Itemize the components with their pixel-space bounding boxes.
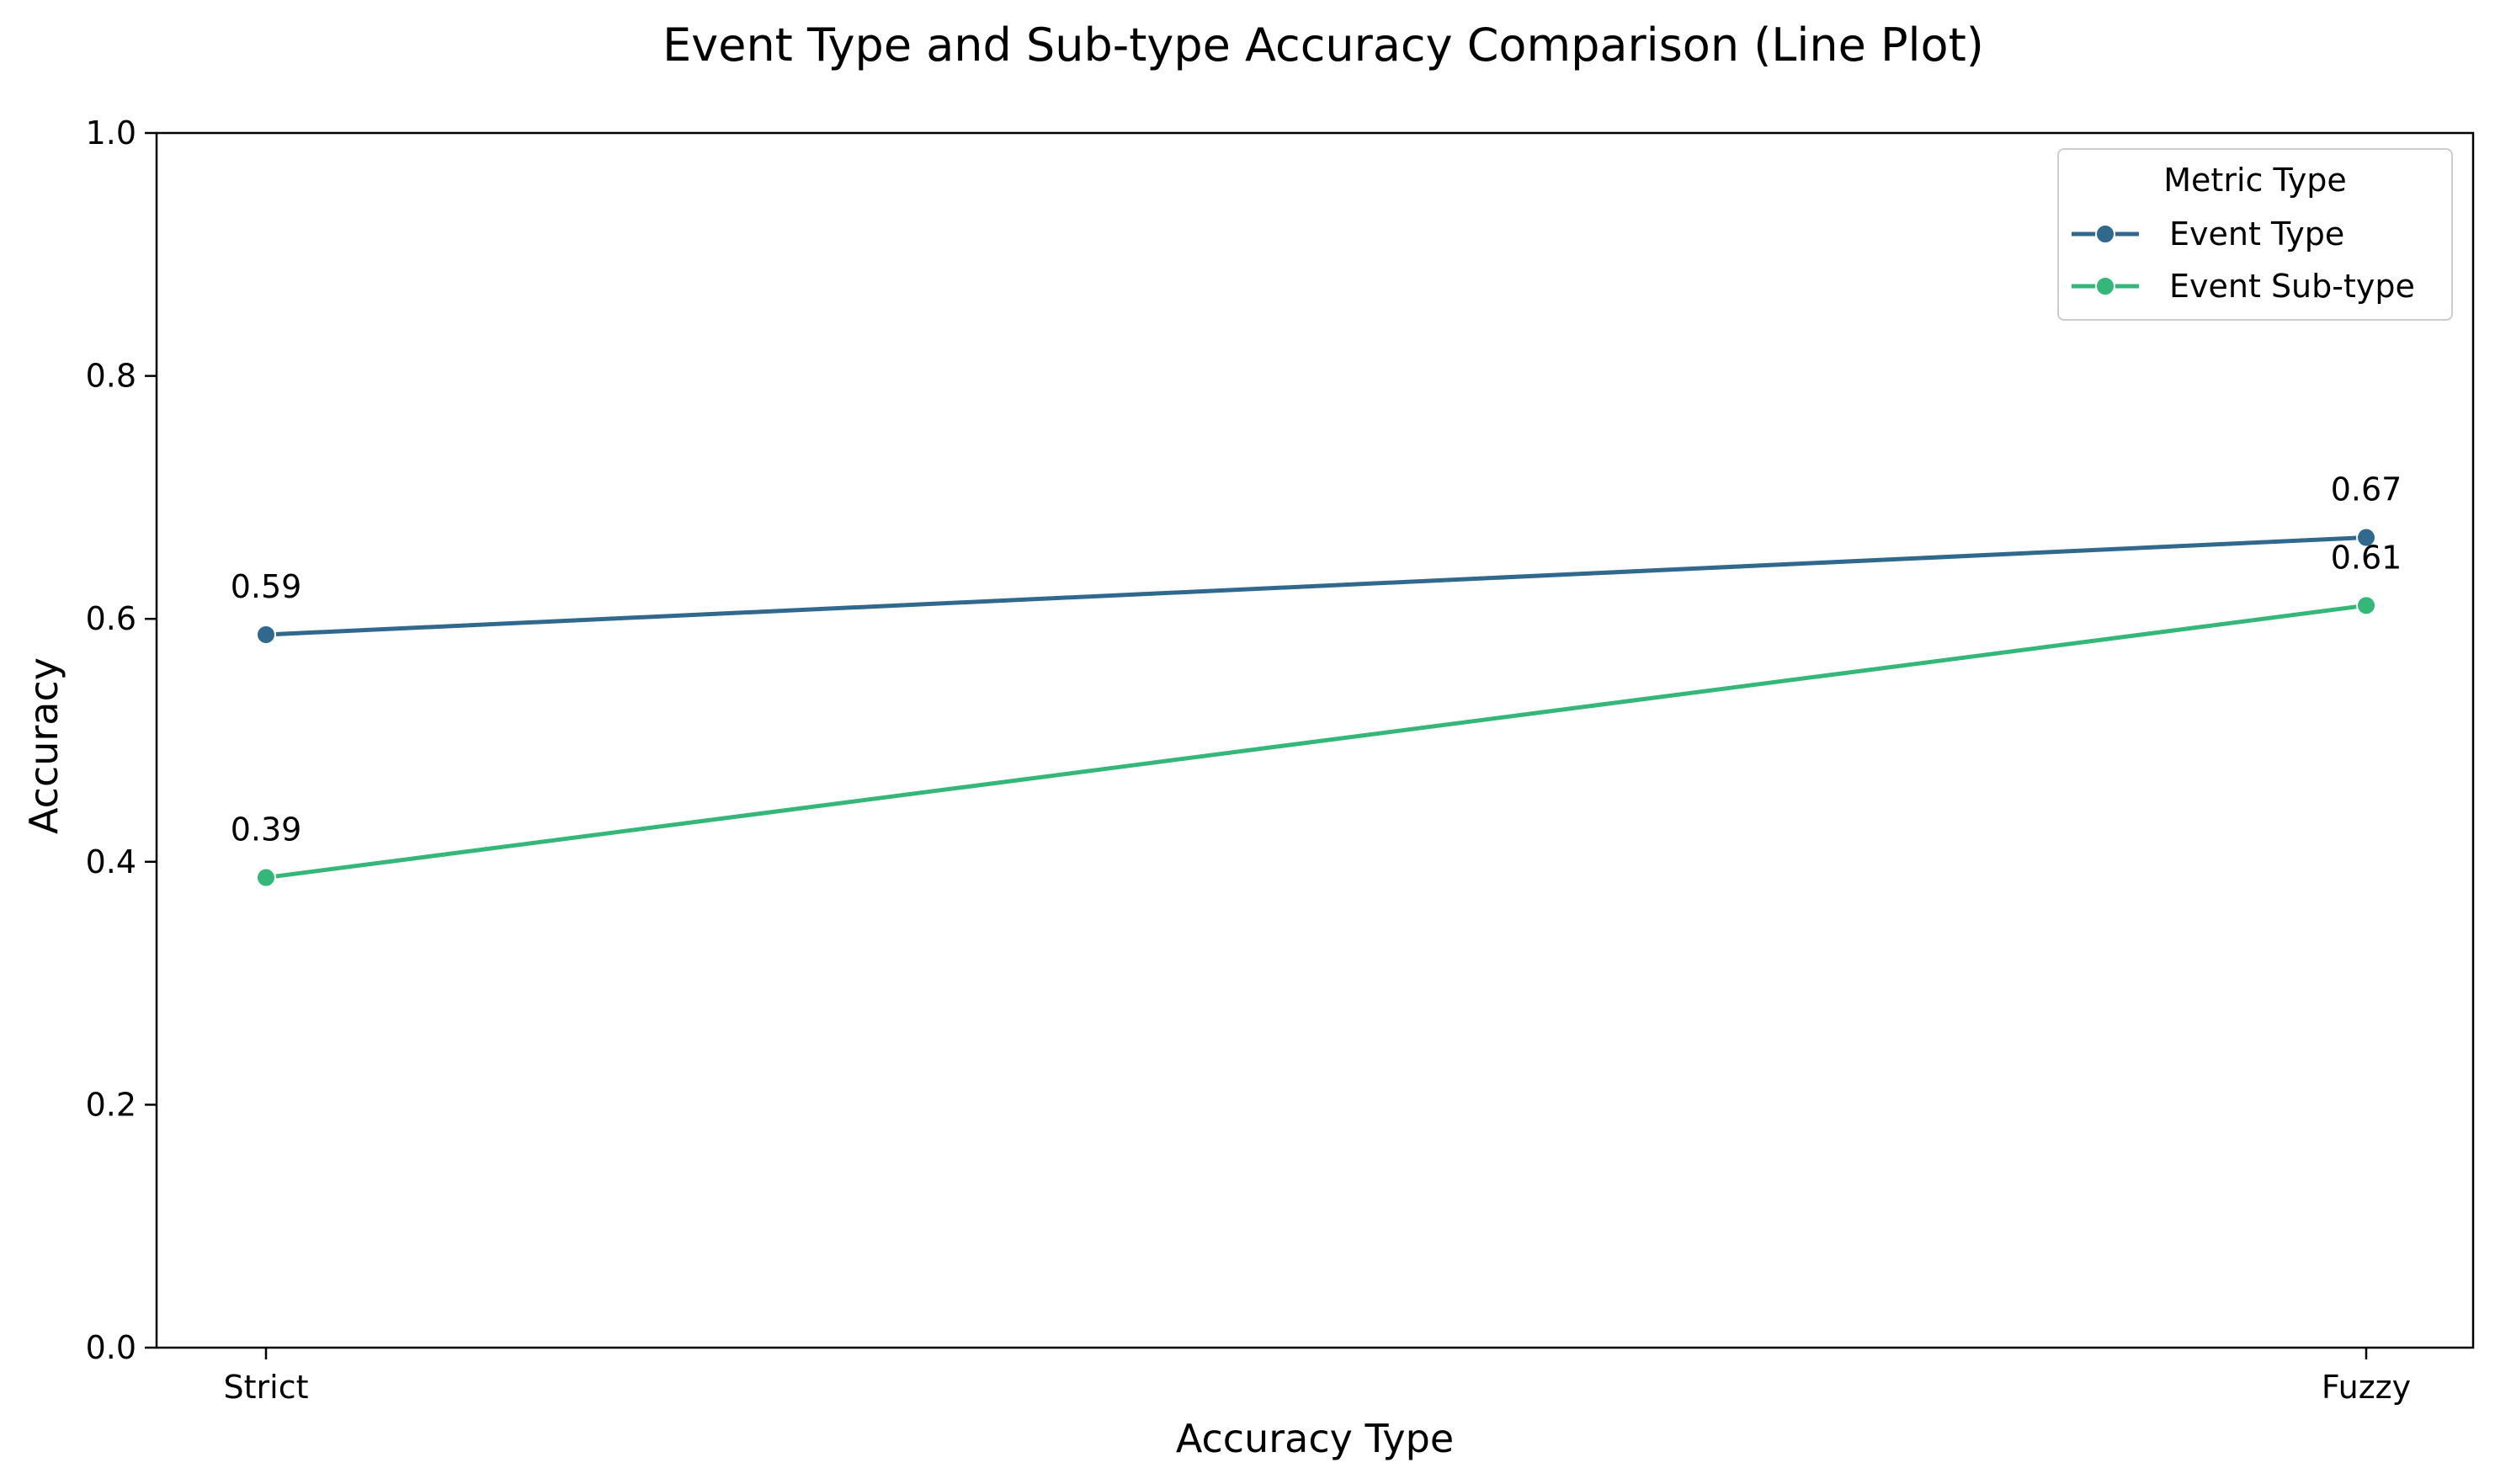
series-line	[265, 603, 2367, 880]
legend-item: Event Sub-type	[2072, 268, 2415, 305]
y-axis-label: Accuracy	[21, 657, 66, 834]
series-event-type: 0.59 0.67	[231, 471, 2402, 645]
data-label: 0.61	[2331, 539, 2402, 576]
x-axis-label: Accuracy Type	[1176, 1416, 1454, 1461]
chart-title: Event Type and Sub-type Accuracy Compari…	[662, 19, 1984, 72]
y-tick-label: 0.8	[86, 358, 136, 395]
data-point	[256, 867, 276, 888]
y-tick-label: 0.4	[86, 843, 136, 880]
legend-label: Event Sub-type	[2169, 268, 2415, 305]
series-layer: 0.59 0.67 0.39 0.61	[231, 471, 2402, 888]
series-line	[265, 535, 2367, 637]
legend-label: Event Type	[2169, 215, 2344, 253]
y-tick-label: 0.6	[86, 600, 136, 637]
data-label: 0.67	[2331, 471, 2402, 508]
legend-marker	[2095, 276, 2115, 296]
series-event-sub-type: 0.39 0.61	[231, 539, 2402, 888]
x-tick-label: Strict	[224, 1369, 309, 1406]
data-point	[2356, 595, 2376, 616]
legend-title: Metric Type	[2163, 162, 2347, 199]
plot-frame	[155, 131, 2475, 1349]
legend-frame	[2057, 148, 2453, 321]
y-tick-label: 0.0	[86, 1329, 136, 1366]
data-point	[256, 624, 276, 645]
axes: 0.0 0.2 0.4 0.6 0.8 1.0 Strict Fuzzy	[86, 114, 2475, 1406]
x-tick-label: Fuzzy	[2322, 1369, 2411, 1406]
legend: Metric Type Event Type Event Sub-type	[2057, 148, 2453, 321]
data-label: 0.59	[231, 568, 302, 605]
y-tick-label: 0.2	[86, 1086, 136, 1123]
legend-item: Event Type	[2072, 215, 2344, 253]
y-tick-label: 1.0	[86, 114, 136, 152]
data-label: 0.39	[231, 811, 302, 848]
legend-marker	[2095, 224, 2115, 244]
data-point	[2356, 527, 2376, 548]
